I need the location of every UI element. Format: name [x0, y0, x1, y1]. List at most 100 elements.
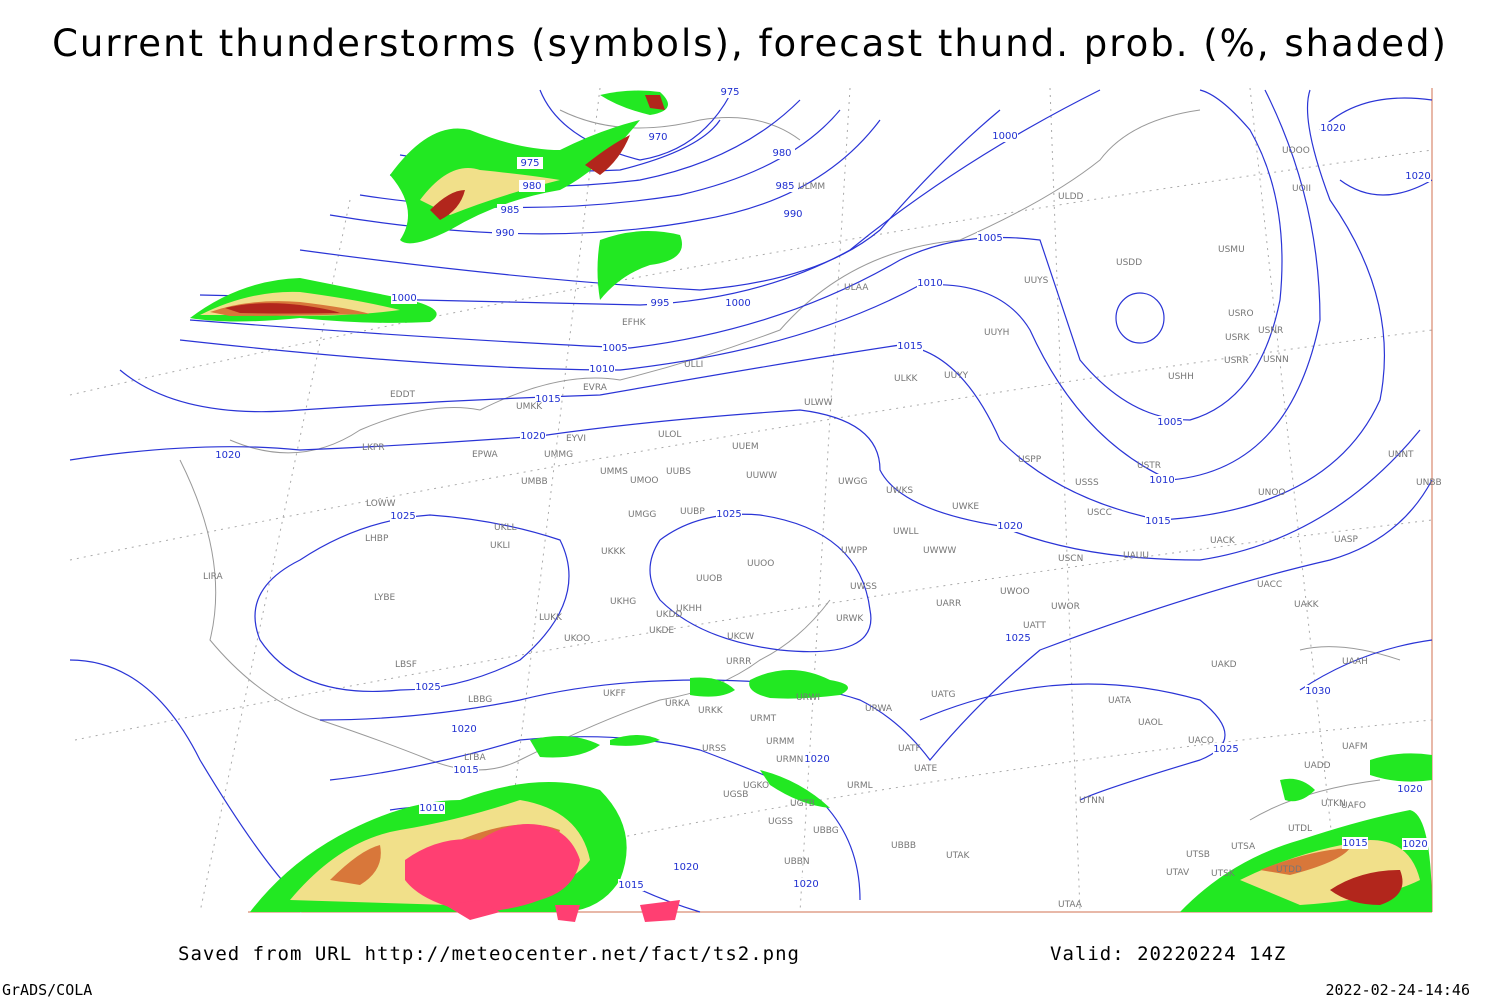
isobar-label: 1005	[1157, 417, 1182, 428]
isobar-label-bg	[992, 130, 1018, 142]
valid-time: Valid: 20220224 14Z	[1050, 943, 1286, 965]
isobar-label: 975	[720, 87, 739, 98]
station-label: LUKK	[539, 613, 563, 623]
isobar-label: 990	[495, 228, 514, 239]
station-label: UUBS	[666, 467, 691, 477]
isobar-label: 970	[648, 132, 667, 143]
isobar-label: 1010	[1149, 475, 1174, 486]
station-label: UMMS	[600, 467, 628, 477]
station-label: USRK	[1225, 333, 1251, 343]
station-label: URWK	[836, 614, 864, 624]
station-label: UUYY	[944, 371, 969, 381]
station-label: USNN	[1263, 355, 1289, 365]
isobar-label-bg	[1213, 743, 1239, 755]
isobar-label: 1020	[1320, 123, 1345, 134]
station-label: UUYH	[984, 328, 1009, 338]
isobar-label: 1000	[992, 131, 1017, 142]
station-label: UATF	[898, 744, 921, 754]
station-label: USTR	[1137, 461, 1161, 471]
isobar-label-bg	[1157, 416, 1183, 428]
station-label: UACC	[1257, 580, 1282, 590]
station-label: LOWW	[366, 499, 396, 509]
station-label: UMKK	[516, 402, 543, 412]
isobar-label-bg	[589, 363, 615, 375]
isobar-label-bg	[780, 208, 806, 220]
station-label: UTKN	[1321, 799, 1346, 809]
station-label: EDDT	[390, 390, 416, 400]
isobar-label-bg	[645, 131, 671, 143]
station-label: UGKO	[743, 781, 769, 791]
station-label: UAKK	[1294, 600, 1320, 610]
isobar-label: 985	[500, 205, 519, 216]
isobar-label-bg	[647, 297, 673, 309]
isobar-label: 1025	[1213, 744, 1238, 755]
station-label: UBBB	[891, 841, 916, 851]
station-label: UKHH	[676, 604, 702, 614]
isobar-label-bg	[1405, 170, 1431, 182]
isobar-label-bg	[1149, 474, 1175, 486]
station-label: UWPP	[841, 546, 868, 556]
station-label: UGSB	[723, 790, 748, 800]
isobar-label: 1010	[589, 364, 614, 375]
isobar-label-bg	[1305, 685, 1331, 697]
station-label: UMGG	[628, 510, 656, 520]
title: Current thunderstorms (symbols), forecas…	[52, 22, 1448, 65]
station-label: USRR	[1224, 356, 1249, 366]
isobar-label-bg	[717, 86, 743, 98]
source-url: Saved from URL http://meteocenter.net/fa…	[178, 943, 800, 965]
isobar-label-bg	[517, 157, 543, 169]
station-label: URRR	[726, 657, 751, 667]
station-label: UKDD	[656, 610, 682, 620]
station-label: USPP	[1018, 455, 1042, 465]
station-label: UBBG	[813, 826, 839, 836]
isobar-label: 1000	[391, 293, 416, 304]
isobar-label-bg	[673, 861, 699, 873]
isobar-label: 1020	[215, 450, 240, 461]
isobar-label-bg	[391, 292, 417, 304]
station-label: EVRA	[583, 383, 608, 393]
station-label: UARR	[936, 599, 961, 609]
station-label: UTSA	[1231, 842, 1256, 852]
station-label: UGTB	[790, 799, 815, 809]
station-label: UUEM	[732, 442, 759, 452]
isobar-label-bg	[1005, 632, 1031, 644]
isobar-label: 975	[520, 158, 539, 169]
station-label: EPWA	[472, 450, 499, 460]
station-label: USDD	[1116, 258, 1142, 268]
isobar-label: 1015	[1145, 516, 1170, 527]
station-label: UACK	[1210, 536, 1236, 546]
station-label: UATG	[931, 690, 956, 700]
station-label: UTSB	[1186, 850, 1210, 860]
station-label: UTDD	[1276, 865, 1302, 875]
isobar-label-bg	[1342, 837, 1368, 849]
isobar-label-bg	[793, 878, 819, 890]
isobar-label-bg	[897, 340, 923, 352]
station-label: UUOB	[696, 574, 722, 584]
isobar-label-bg	[390, 510, 416, 522]
station-label: UOII	[1292, 184, 1311, 194]
station-label: URMM	[766, 737, 794, 747]
station-label: URWI	[796, 693, 820, 703]
isobar-label-bg	[415, 681, 441, 693]
station-label: UAKD	[1211, 660, 1237, 670]
isobar-label: 1015	[535, 394, 560, 405]
station-label: UWKS	[886, 486, 913, 496]
station-label: UBBN	[784, 857, 810, 867]
isobar-label: 1000	[725, 298, 750, 309]
isobar-label-bg	[1145, 515, 1171, 527]
station-label: UACO	[1188, 736, 1214, 746]
station-label: UKHG	[610, 597, 636, 607]
isobar-label: 1005	[602, 343, 627, 354]
station-label: UWOO	[1000, 587, 1030, 597]
isobar-label: 1020	[520, 431, 545, 442]
station-label: UAOL	[1138, 718, 1163, 728]
station-label: URML	[847, 781, 873, 791]
isobar-label: 1020	[804, 754, 829, 765]
isobar-label: 980	[772, 148, 791, 159]
station-label: USRO	[1228, 309, 1254, 319]
station-label: UTSK	[1211, 869, 1236, 879]
station-label: ULOL	[658, 430, 681, 440]
station-label: USHH	[1168, 372, 1194, 382]
station-label: USCN	[1058, 554, 1083, 564]
